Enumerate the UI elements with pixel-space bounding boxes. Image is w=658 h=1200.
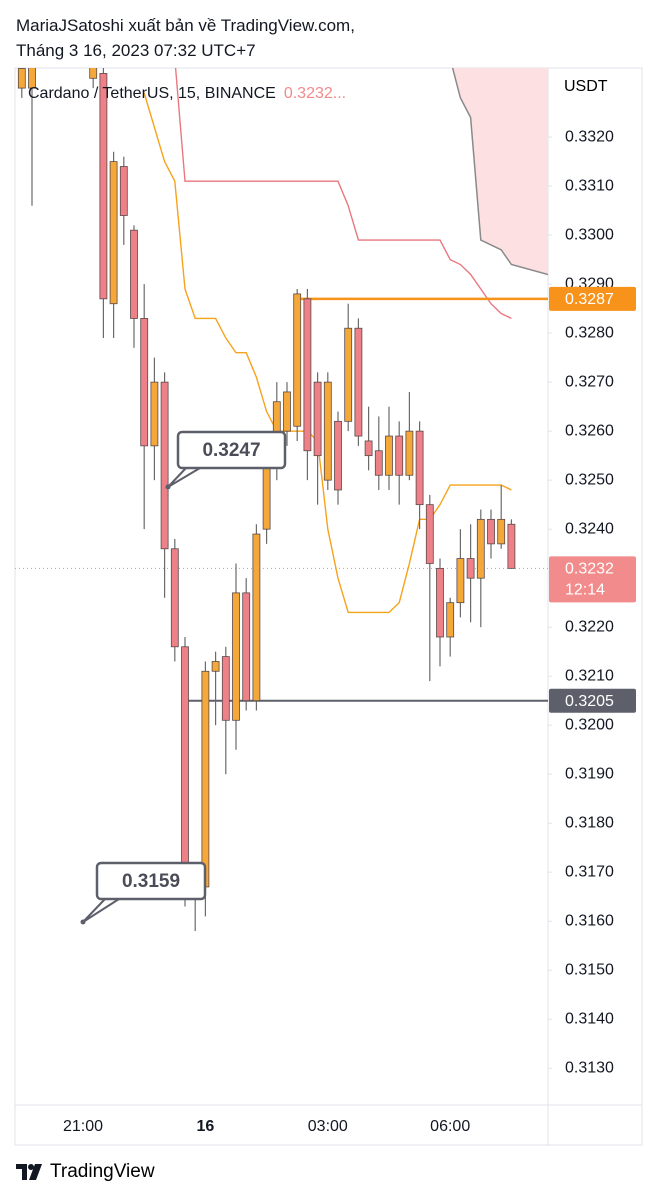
x-tick-label: 06:00 xyxy=(430,1118,470,1135)
y-tick-label: 0.3280 xyxy=(565,324,614,341)
y-tick-label: 0.3180 xyxy=(565,814,614,831)
y-tick-label: 0.3150 xyxy=(565,961,614,978)
y-tick-label: 0.3190 xyxy=(565,765,614,782)
y-tick-label: 0.3320 xyxy=(565,128,614,145)
y-tick-label: 0.3200 xyxy=(565,716,614,733)
y-tick-label: 0.3220 xyxy=(565,618,614,635)
brand: TradingView xyxy=(50,1161,155,1182)
y-tick-label: 0.3130 xyxy=(565,1059,614,1076)
candle-body xyxy=(140,318,149,447)
candle-body xyxy=(221,656,230,721)
candle-body xyxy=(385,435,393,476)
callout-pointer xyxy=(167,467,201,488)
candle-body xyxy=(323,381,332,481)
date-line: Tháng 3 16, 2023 07:32 UTC+7 xyxy=(16,41,256,60)
candle-body xyxy=(150,381,159,447)
y-tick-label: 0.3310 xyxy=(565,177,614,194)
candle-body xyxy=(130,229,138,319)
y-tick-label: 0.3250 xyxy=(565,471,614,488)
callout-anchor xyxy=(165,484,171,490)
candle-body xyxy=(456,558,465,604)
indicator-line xyxy=(174,68,512,320)
candle-body xyxy=(17,68,26,89)
candle-body xyxy=(160,381,169,550)
x-tick-label: 16 xyxy=(197,1118,215,1135)
candle-body xyxy=(344,327,353,422)
candle-body xyxy=(99,72,108,300)
candle-body xyxy=(415,430,424,506)
cloud-area xyxy=(450,68,548,275)
candle-body xyxy=(119,166,128,216)
callout-anchor xyxy=(80,919,86,925)
legend-price: 0.3232... xyxy=(284,85,346,102)
candle-body xyxy=(313,381,322,457)
candle-body xyxy=(89,68,98,79)
candle-body xyxy=(507,523,516,569)
candle-body xyxy=(364,440,373,457)
y-tick-label: 0.3240 xyxy=(565,520,614,537)
candle-body xyxy=(334,420,342,491)
countdown-label: 12:14 xyxy=(565,582,605,599)
candle-body xyxy=(395,435,404,476)
candle-body xyxy=(425,504,434,564)
y-tick-label: 0.3170 xyxy=(565,863,614,880)
indicator-line xyxy=(143,92,512,614)
current-price-box xyxy=(549,556,636,603)
candle-body xyxy=(109,161,118,305)
candle-body xyxy=(436,567,444,638)
y-tick-label: 0.3270 xyxy=(565,373,614,390)
current-price-label: 0.3232 xyxy=(565,561,614,578)
y-tick-label: 0.3140 xyxy=(565,1010,614,1027)
candle-body xyxy=(476,518,485,579)
chart-frame xyxy=(14,67,643,1146)
candle-body xyxy=(487,518,495,545)
candle-body xyxy=(201,670,210,888)
candle-body xyxy=(374,450,383,476)
candle-body xyxy=(170,548,179,648)
logo xyxy=(16,1164,42,1180)
candle-body xyxy=(252,533,261,702)
callout-pointer xyxy=(82,898,120,923)
candle-body xyxy=(28,68,36,89)
x-tick-label: 21:00 xyxy=(63,1118,103,1135)
candle-body xyxy=(232,592,240,721)
candle-body xyxy=(262,460,271,530)
price-box xyxy=(549,286,636,311)
legend-symbol: Cardano / TetherUS, 15, BINANCE xyxy=(28,85,276,102)
y-tick-label: 0.3210 xyxy=(565,667,614,684)
candle-body xyxy=(242,592,251,702)
candle-body xyxy=(405,430,414,476)
candle-body xyxy=(354,327,363,437)
candle-body xyxy=(283,391,291,432)
plot-area xyxy=(15,68,548,932)
y-tick-label: 0.3300 xyxy=(565,226,614,243)
candle-body xyxy=(466,558,475,579)
callout-label: 0.3159 xyxy=(122,871,180,892)
candle-body xyxy=(181,646,189,868)
price-box xyxy=(549,688,636,713)
candle-body xyxy=(497,518,506,545)
y-tick-label: 0.3260 xyxy=(565,422,614,439)
candle-body xyxy=(303,298,312,452)
cloud-edge xyxy=(451,68,548,276)
callout-label: 0.3247 xyxy=(202,440,260,461)
author-line: MariaJSatoshi xuất bản về TradingView.co… xyxy=(16,16,355,35)
candle-body xyxy=(211,661,220,672)
y-unit: USDT xyxy=(564,78,608,95)
price-box-label: 0.3205 xyxy=(565,693,614,710)
y-tick-label: 0.3160 xyxy=(565,912,614,929)
callout-box xyxy=(95,861,207,901)
overlay: 0.3247 0.3159 xyxy=(80,430,287,925)
candle-body xyxy=(446,602,455,638)
price-box-label: 0.3287 xyxy=(565,291,614,308)
callout-box xyxy=(176,430,287,470)
x-tick-label: 03:00 xyxy=(308,1118,348,1135)
candle-body xyxy=(293,293,302,427)
